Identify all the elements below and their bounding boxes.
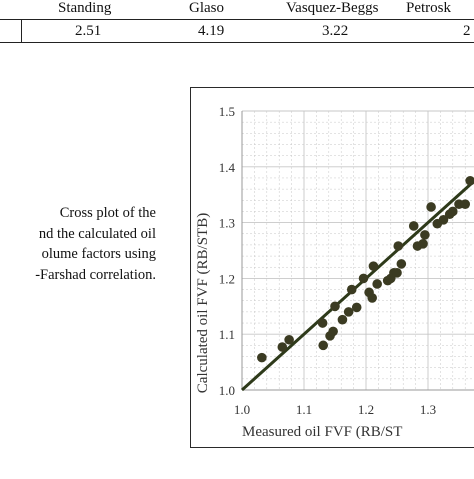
data-point — [426, 202, 436, 212]
table-header-glaso: Glaso — [189, 0, 224, 16]
table-value-standing: 2.51 — [75, 23, 101, 39]
x-tick-label: 1.2 — [358, 402, 374, 417]
y-tick-label: 1.3 — [219, 216, 235, 231]
scatter-chart: 1.0 1.1 1.2 1.3 1.4 1.5 1.0 1.1 1.2 1.3 Measured … — [190, 87, 474, 474]
figure-panel: 1.0 1.1 1.2 1.3 1.4 1.5 1.0 1.1 1.2 1.3 Measured … — [190, 87, 474, 474]
table-header-standing: Standing — [58, 0, 111, 16]
data-point — [344, 307, 354, 317]
data-point — [393, 241, 403, 251]
x-axis-label: Measured oil FVF (RB/ST — [242, 424, 402, 440]
grid — [242, 111, 474, 390]
y-tick-label: 1.0 — [219, 383, 235, 398]
data-point — [284, 335, 294, 345]
table-value-vasquez-beggs: 3.22 — [322, 23, 348, 39]
table-divider-vertical — [21, 20, 22, 42]
data-point — [460, 199, 470, 209]
data-point — [318, 341, 328, 351]
data-point — [465, 176, 474, 186]
figure-caption: Cross plot of the nd the calculated oil … — [0, 203, 156, 285]
data-point — [328, 327, 338, 337]
axes — [242, 111, 474, 390]
data-point — [359, 274, 369, 284]
data-point — [367, 293, 377, 303]
y-tick-label: 1.2 — [219, 271, 235, 286]
caption-line: olume factors using — [0, 244, 156, 265]
data-point — [418, 239, 428, 249]
table-header-vasquez-beggs: Vasquez-Beggs — [286, 0, 378, 16]
data-point — [318, 318, 328, 328]
x-tick-label: 1.1 — [296, 402, 312, 417]
table-value-glaso: 4.19 — [198, 23, 224, 39]
data-point — [448, 207, 458, 217]
caption-line: nd the calculated oil — [0, 224, 156, 245]
data-point — [372, 279, 382, 289]
data-point — [338, 315, 348, 325]
y-tick-label: 1.4 — [219, 160, 236, 175]
y-tick-label: 1.1 — [219, 327, 235, 342]
data-point — [278, 342, 288, 352]
caption-line: Cross plot of the — [0, 203, 156, 224]
y-tick-label: 1.5 — [219, 104, 235, 119]
x-tick-label: 1.0 — [234, 402, 250, 417]
data-point — [397, 259, 407, 269]
data-point — [347, 285, 357, 295]
data-point — [257, 353, 267, 363]
table-header-petrosky: Petrosk — [406, 0, 451, 16]
comparison-table: Standing Glaso Vasquez-Beggs Petrosk 2.5… — [0, 0, 474, 48]
table-value-petrosky: 2 — [463, 23, 471, 39]
data-point — [330, 302, 340, 312]
table-divider-bottom — [0, 42, 474, 43]
x-tick-label: 1.3 — [420, 402, 436, 417]
data-point — [352, 303, 362, 313]
data-point — [420, 230, 430, 240]
data-point — [369, 261, 379, 271]
table-divider-top — [0, 19, 474, 20]
y-axis-label: Calculated oil FVF (RB/STB) — [195, 213, 211, 393]
caption-line: -Farshad correlation. — [0, 265, 156, 286]
data-point — [409, 221, 419, 231]
data-point — [392, 268, 402, 278]
